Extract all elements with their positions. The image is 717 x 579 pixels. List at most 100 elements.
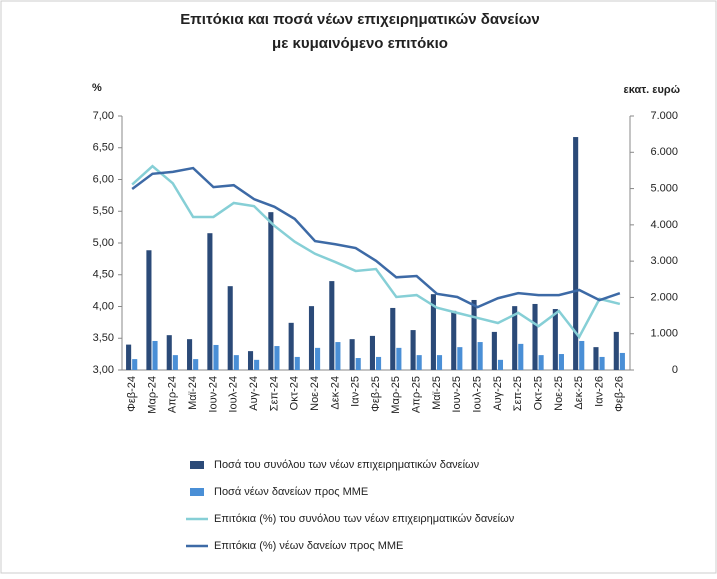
legend-label: Επιτόκια (%) νέων δανείων προς ΜΜΕ <box>214 540 403 552</box>
bar <box>274 346 280 370</box>
bar <box>247 351 254 370</box>
bar <box>416 355 422 370</box>
legend-label: Επιτόκια (%) του συνόλου των νέων επιχει… <box>214 513 515 525</box>
y-tick-label: 3,50 <box>93 332 114 344</box>
x-tick-label: Ιουλ-24 <box>228 376 240 413</box>
y2-tick-label: 2.000 <box>650 291 678 303</box>
bar <box>376 356 382 370</box>
y-tick-label: 4,00 <box>93 300 114 312</box>
bar <box>491 331 497 370</box>
bar <box>512 306 518 370</box>
y-tick-label: 6,50 <box>93 142 114 154</box>
x-tick-label: Ιουν-24 <box>207 376 219 413</box>
bar <box>518 343 524 370</box>
bar <box>613 331 619 370</box>
chart-title-line2: με κυμαινόμενο επιτόκιο <box>272 35 448 52</box>
bar <box>132 359 138 370</box>
x-tick-label: Απρ-24 <box>167 376 179 413</box>
bar <box>268 212 274 370</box>
bar <box>457 347 463 370</box>
bar <box>227 286 233 370</box>
bar <box>288 322 294 370</box>
x-tick-label: Αυγ-25 <box>492 376 504 411</box>
bar <box>579 340 585 370</box>
bar <box>599 356 605 370</box>
x-tick-label: Μαϊ-24 <box>187 376 199 410</box>
x-tick-label: Νοε-25 <box>553 376 565 411</box>
x-tick-label: Απρ-25 <box>411 376 423 413</box>
bar <box>396 347 402 370</box>
bar <box>294 356 300 370</box>
y-axis-label: % <box>92 82 102 94</box>
bar <box>390 307 396 370</box>
bar <box>477 342 483 370</box>
x-tick-label: Μαρ-24 <box>146 376 158 414</box>
x-tick-label: Οκτ-25 <box>532 376 544 410</box>
y2-tick-label: 5.000 <box>650 182 678 194</box>
bar <box>552 309 558 370</box>
bar <box>193 359 199 370</box>
bar <box>126 344 132 370</box>
bar <box>146 250 152 370</box>
x-tick-label: Δεκ-25 <box>573 376 585 410</box>
bar <box>471 299 477 370</box>
bar <box>152 340 158 370</box>
bar <box>497 359 504 370</box>
y-tick-label: 5,00 <box>93 237 114 249</box>
y-tick-label: 5,50 <box>93 205 114 217</box>
bar <box>254 359 260 370</box>
x-tick-label: Δεκ-24 <box>329 376 341 410</box>
y2-tick-label: 4.000 <box>650 219 678 231</box>
x-tick-label: Αυγ-24 <box>248 376 260 411</box>
x-tick-label: Ιαν-25 <box>350 376 362 407</box>
y2-tick-label: 6.000 <box>650 146 678 158</box>
bar <box>436 355 443 370</box>
x-tick-label: Νοε-24 <box>309 376 321 411</box>
x-tick-label: Φεβ-24 <box>126 376 138 412</box>
x-tick-label: Ιουν-25 <box>451 376 463 413</box>
x-tick-label: Φεβ-25 <box>370 376 382 412</box>
bar <box>532 303 538 370</box>
y2-tick-label: 1.000 <box>650 328 678 340</box>
legend-marker <box>190 461 204 469</box>
legend-label: Ποσά νέων δανείων προς ΜΜΕ <box>214 486 368 498</box>
bar <box>355 358 361 370</box>
y-tick-label: 7,00 <box>93 110 114 122</box>
bar <box>369 335 375 370</box>
y-tick-label: 6,00 <box>93 173 114 185</box>
bar <box>573 137 579 370</box>
x-tick-label: Μαϊ-25 <box>431 376 443 410</box>
y2-tick-label: 3.000 <box>650 255 678 267</box>
x-tick-label: Μαρ-25 <box>390 376 402 414</box>
bar <box>619 352 625 370</box>
legend-label: Ποσά του συνόλου των νέων επιχειρηματικώ… <box>214 459 480 471</box>
y-tick-label: 4,50 <box>93 269 114 281</box>
bar <box>593 347 599 370</box>
x-tick-label: Ιουλ-25 <box>472 376 484 413</box>
x-tick-label: Οκτ-24 <box>289 376 301 410</box>
bar <box>315 347 321 370</box>
bar <box>410 330 416 370</box>
bar <box>172 355 178 370</box>
bar <box>349 339 355 370</box>
bar <box>558 354 564 370</box>
bar <box>451 310 457 370</box>
bar <box>166 335 172 370</box>
line <box>131 166 621 309</box>
bar <box>207 233 213 370</box>
bar <box>308 306 315 370</box>
bar <box>538 355 544 370</box>
x-tick-label: Ιαν-26 <box>593 376 605 407</box>
line <box>131 164 621 340</box>
y2-tick-label: 0 <box>672 364 678 376</box>
chart-title: Επιτόκια και ποσά νέων επιχειρηματικών δ… <box>180 11 539 28</box>
x-tick-label: Φεβ-26 <box>614 376 626 412</box>
bar <box>213 344 219 370</box>
y2-tick-label: 7.000 <box>650 110 678 122</box>
x-tick-label: Σεπ-25 <box>512 376 524 411</box>
bar <box>187 339 193 370</box>
x-tick-label: Σεπ-24 <box>268 376 280 411</box>
bar <box>233 355 239 370</box>
